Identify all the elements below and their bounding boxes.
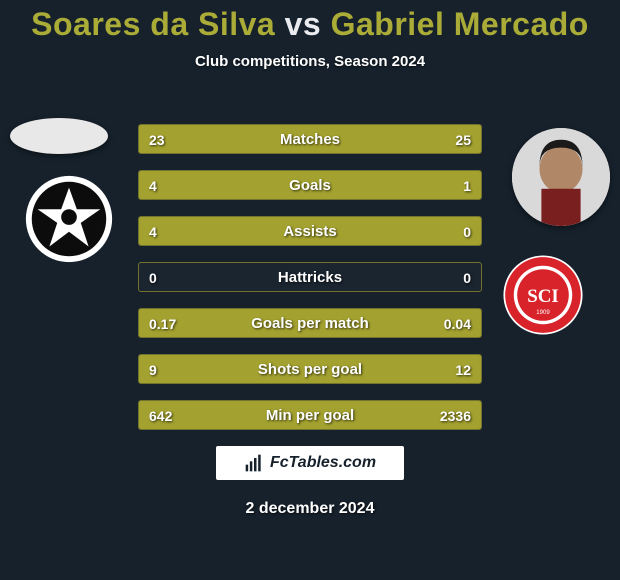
stat-row: 6422336Min per goal — [138, 400, 482, 430]
internacional-badge-icon: SCI 1909 — [500, 252, 586, 338]
stat-row: 2325Matches — [138, 124, 482, 154]
stat-label: Goals — [139, 171, 481, 199]
svg-text:1909: 1909 — [536, 310, 550, 316]
footer-date: 2 december 2024 — [0, 500, 620, 518]
stat-row: 00Hattricks — [138, 262, 482, 292]
stat-label: Hattricks — [139, 263, 481, 291]
stat-label: Assists — [139, 217, 481, 245]
stat-label: Min per goal — [139, 401, 481, 429]
svg-text:SCI: SCI — [527, 286, 559, 307]
fctables-logo-icon — [244, 453, 264, 473]
page-title: Soares da Silva vs Gabriel Mercado — [0, 6, 620, 43]
watermark-badge: FcTables.com — [216, 446, 404, 480]
stat-row: 0.170.04Goals per match — [138, 308, 482, 338]
title-vs: vs — [285, 6, 322, 42]
player2-club-badge: SCI 1909 — [500, 252, 598, 350]
stat-row: 40Assists — [138, 216, 482, 246]
stat-row: 41Goals — [138, 170, 482, 200]
title-player1: Soares da Silva — [31, 6, 275, 42]
stat-row: 912Shots per goal — [138, 354, 482, 384]
stats-container: 2325Matches 41Goals 40Assists 00Hattricks 0.… — [138, 124, 482, 446]
subtitle: Club competitions, Season 2024 — [0, 53, 620, 70]
title-player2: Gabriel Mercado — [331, 6, 589, 42]
player1-club-badge — [20, 170, 118, 268]
stat-label: Shots per goal — [139, 355, 481, 383]
comparison-header: Soares da Silva vs Gabriel Mercado Club … — [0, 0, 620, 70]
player1-avatar — [10, 118, 108, 154]
stat-label: Goals per match — [139, 309, 481, 337]
player2-avatar — [512, 128, 610, 226]
player2-photo-placeholder-icon — [512, 128, 610, 226]
watermark-text: FcTables.com — [270, 454, 376, 472]
stat-label: Matches — [139, 125, 481, 153]
botafogo-badge-icon — [20, 170, 118, 268]
